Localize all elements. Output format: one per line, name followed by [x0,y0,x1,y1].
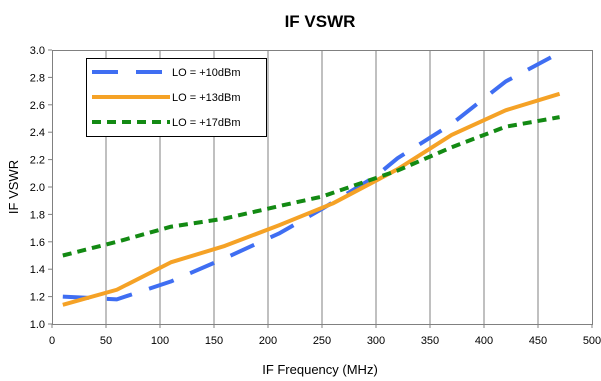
y-axis-ticks: 1.0 1.2 1.4 1.6 1.8 2.0 2.2 2.4 2.6 2.8 3.0 [30,45,52,331]
legend-label: LO = +17dBm [172,117,241,129]
y-tick-label: 2.8 [30,72,45,84]
x-tick-label: 250 [313,335,331,347]
y-tick-label: 1.0 [30,319,45,331]
y-tick-label: 2.0 [30,182,45,194]
x-tick-label: 500 [583,335,601,347]
y-tick-label: 3.0 [30,45,45,57]
y-tick-label: 2.4 [30,127,45,139]
series-line-2 [62,91,561,307]
x-tick-label: 100 [151,335,169,347]
x-tick-label: 0 [49,335,55,347]
y-tick-label: 1.2 [30,292,45,304]
x-tick-label: 50 [100,335,112,347]
y-tick-label: 1.4 [30,264,45,276]
x-tick-label: 400 [475,335,493,347]
y-tick-label: 2.6 [30,100,45,112]
x-axis-title: IF Frequency (MHz) [262,362,378,377]
chart-title: IF VSWR [285,12,356,31]
y-tick-label: 1.8 [30,209,45,221]
series-line-3 [62,115,560,258]
x-tick-label: 350 [421,335,439,347]
x-tick-label: 300 [367,335,385,347]
y-tick-label: 1.6 [30,237,45,249]
x-axis-ticks: 0 50 100 150 200 250 300 350 400 450 500 [49,324,601,347]
y-axis-title: IF VSWR [6,160,21,214]
legend: LO = +10dBm LO = +13dBm LO = +17dBm [86,58,267,137]
x-tick-label: 450 [529,335,547,347]
y-tick-label: 2.2 [30,155,45,167]
legend-label: LO = +10dBm [172,67,241,79]
legend-label: LO = +13dBm [172,92,241,104]
x-tick-label: 200 [259,335,277,347]
series-lines [62,50,561,307]
x-tick-label: 150 [205,335,223,347]
